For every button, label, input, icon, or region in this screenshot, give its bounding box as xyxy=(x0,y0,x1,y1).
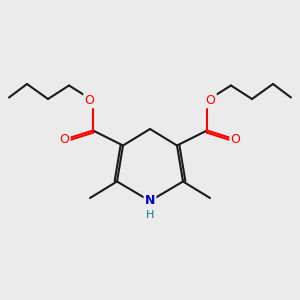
Text: O: O xyxy=(231,133,240,146)
Text: H: H xyxy=(146,209,154,220)
Text: O: O xyxy=(206,94,215,107)
Text: N: N xyxy=(145,194,155,208)
Text: O: O xyxy=(85,94,94,107)
Text: O: O xyxy=(60,133,69,146)
